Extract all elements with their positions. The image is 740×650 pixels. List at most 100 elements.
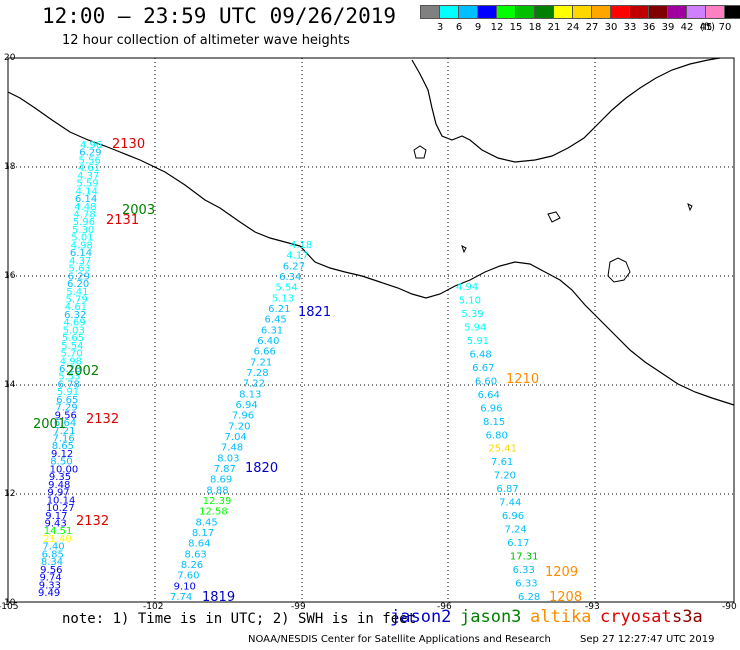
swh-value: 4.14 [76, 186, 98, 197]
legend-label: 33 [623, 22, 637, 33]
footnote: note: 1) Time is in UTC; 2) SWH is in fe… [62, 611, 417, 627]
swh-value: 6.48 [469, 349, 491, 360]
swh-value: 6.29 [79, 148, 101, 159]
swh-value: 5.70 [60, 349, 82, 360]
legend-swatch [724, 5, 740, 19]
swh-value: 12.39 [203, 496, 232, 507]
swh-value: 5.54 [61, 341, 83, 352]
timestamp: Sep 27 12:27:47 UTC 2019 [580, 634, 715, 645]
swh-value: 21.40 [43, 534, 72, 545]
legend-label: 39 [661, 22, 675, 33]
sat-jason3-label: jason3 [460, 607, 522, 627]
swh-value: 8.34 [41, 557, 63, 568]
swh-value: 6.67 [472, 363, 494, 374]
legend-label: 36 [642, 22, 656, 33]
swh-value: 14.51 [44, 526, 73, 537]
lake-outline [607, 257, 631, 283]
sat-s3a-label: s3a [672, 607, 703, 627]
swh-value: 6.45 [265, 315, 287, 326]
pass-label-jason2: 1821 [298, 305, 331, 320]
legend-label: 21 [547, 22, 561, 33]
legend-label: 12 [490, 22, 504, 33]
map-frame [7, 57, 735, 603]
swh-value: 9.48 [48, 480, 70, 491]
swh-value: 9.56 [40, 565, 62, 576]
lon-tick: -93 [585, 602, 600, 612]
swh-value: 10.00 [50, 464, 79, 475]
pass-label-altika: 1210 [506, 372, 539, 387]
swh-value: 6.14 [70, 248, 92, 259]
swh-value: 6.96 [480, 403, 502, 414]
swh-value: 5.13 [272, 293, 294, 304]
swh-value: 6.20 [67, 279, 89, 290]
swh-value: 7.04 [225, 432, 247, 443]
legend-label: 3 [436, 22, 444, 33]
swh-value: 7.74 [170, 592, 192, 603]
swh-value: 8.15 [483, 417, 505, 428]
swh-value: 9.43 [45, 518, 67, 529]
swh-value: 8.17 [192, 528, 214, 539]
coastline [7, 91, 735, 406]
sat-altika-label: altika [530, 607, 592, 627]
swh-value: 5.91 [467, 336, 489, 347]
pass-label-jason2: 1819 [202, 590, 235, 605]
swh-value: 4.61 [65, 302, 87, 313]
swh-value: 9.17 [45, 511, 67, 522]
swh-value: 7.40 [42, 542, 64, 553]
sat-cryosat-label: cryosat [600, 607, 672, 627]
swh-value: 6.29 [68, 271, 90, 282]
swh-value: 6.33 [513, 565, 535, 576]
swh-value: 6.28 [59, 364, 81, 375]
swh-value: 6.27 [283, 261, 305, 272]
swh-value: 4.18 [290, 240, 312, 251]
sat-jason2-label: jason2 [390, 607, 452, 627]
swh-value: 7.20 [228, 421, 250, 432]
pass-label-cryosat: 2130 [112, 137, 145, 152]
swh-value: 6.17 [507, 538, 529, 549]
swh-value: 5.39 [461, 309, 483, 320]
lat-tick: 16 [4, 271, 16, 281]
map-subtitle: 12 hour collection of altimeter wave hei… [62, 33, 350, 48]
swh-value: 6.64 [54, 418, 76, 429]
swh-value: 7.60 [177, 571, 199, 582]
swh-value: 4.98 [71, 240, 93, 251]
swh-value: 5.79 [66, 294, 88, 305]
legend-label: 45 [699, 22, 713, 33]
swh-value: 7.61 [491, 457, 513, 468]
lat-tick: 18 [4, 162, 16, 172]
swh-value: 9.56 [55, 410, 77, 421]
swh-value: 8.50 [50, 457, 72, 468]
swh-value: 5.56 [79, 155, 101, 166]
swh-value: 4.69 [63, 318, 85, 329]
swh-value: 4.17 [286, 251, 308, 262]
swh-value: 7.48 [221, 443, 243, 454]
island-outline [547, 211, 561, 223]
pass-label-cryosat: 2132 [76, 514, 109, 529]
legend-label: 9 [474, 22, 482, 33]
swh-value: 6.40 [257, 336, 279, 347]
swh-value: 7.21 [250, 357, 272, 368]
swh-value: 5.91 [57, 387, 79, 398]
pass-label-jason3: 2002 [66, 364, 99, 379]
swh-value: 6.28 [518, 592, 540, 603]
swh-value: 9.10 [174, 581, 196, 592]
swh-value: 9.49 [38, 588, 60, 599]
swh-value: 7.29 [55, 403, 77, 414]
lat-tick: 12 [4, 489, 16, 499]
lat-tick: 10 [4, 598, 16, 608]
pass-label-jason2: 1820 [245, 461, 278, 476]
swh-value: 25.41 [488, 444, 517, 455]
legend-unit: (ft) [700, 22, 716, 33]
swh-value: 6.60 [475, 376, 497, 387]
swh-value: 7.28 [246, 368, 268, 379]
swh-value: 8.26 [181, 560, 203, 571]
swh-value: 9.74 [39, 573, 61, 584]
swh-value: 6.65 [56, 395, 78, 406]
swh-value: 8.65 [52, 441, 74, 452]
swh-value: 7.44 [499, 498, 521, 509]
swh-value: 4.96 [80, 140, 102, 151]
swh-value: 7.16 [52, 434, 74, 445]
swh-value: 9.33 [39, 580, 61, 591]
swh-value: 5.65 [62, 333, 84, 344]
